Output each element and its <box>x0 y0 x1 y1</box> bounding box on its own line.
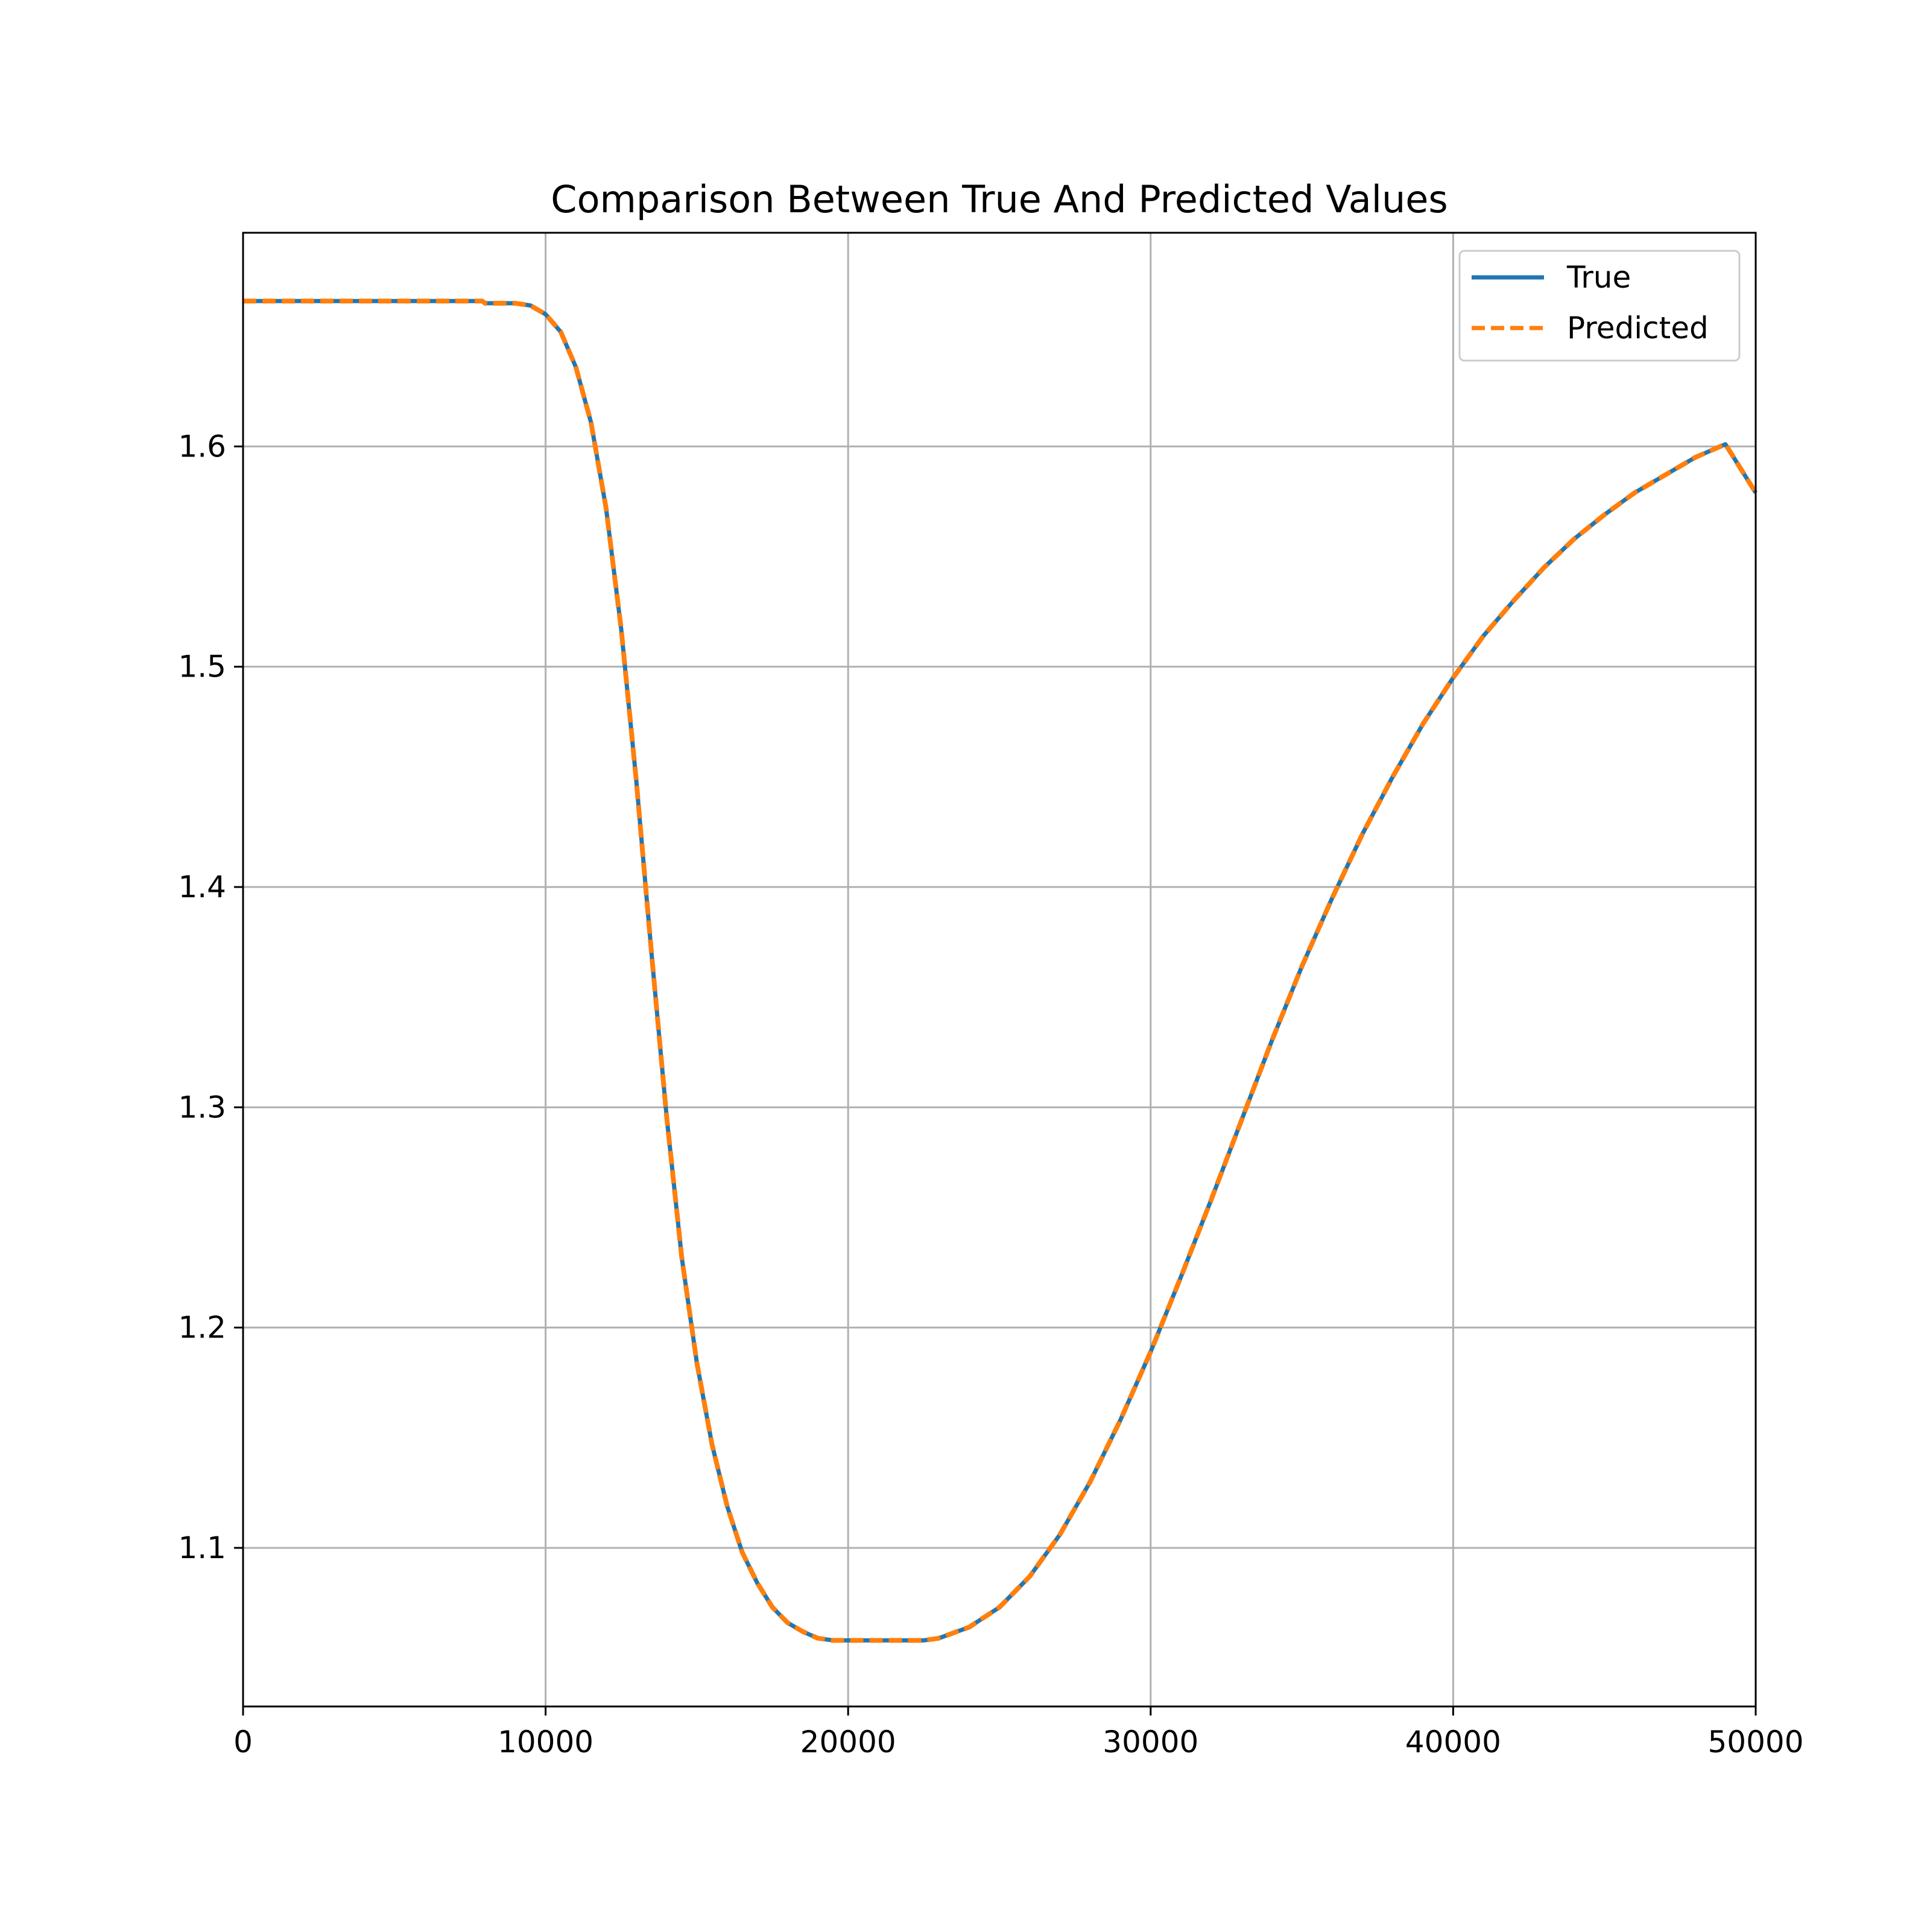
y-tick-label: 1.3 <box>178 1090 226 1125</box>
x-tick-label: 30000 <box>1103 1725 1198 1760</box>
y-tick-label: 1.1 <box>178 1530 226 1565</box>
y-tick-label: 1.2 <box>178 1310 226 1345</box>
x-tick-label: 10000 <box>498 1725 593 1760</box>
x-tick-label: 50000 <box>1707 1725 1803 1760</box>
y-tick-label: 1.5 <box>178 649 226 684</box>
y-tick-label: 1.6 <box>178 429 226 464</box>
x-tick-label: 0 <box>233 1725 253 1760</box>
y-tick-label: 1.4 <box>178 870 226 904</box>
x-tick-label: 20000 <box>800 1725 896 1760</box>
series-group <box>243 298 1758 1643</box>
axes-frame <box>242 232 1757 1708</box>
x-tick-label: 40000 <box>1405 1725 1501 1760</box>
legend-label-true: True <box>1566 260 1631 295</box>
ticks: 0 10000 20000 30000 40000 50000 1.1 1.2 1.3 1.4 1.… <box>178 429 1803 1760</box>
legend: True Predicted <box>1458 250 1741 362</box>
chart-title: Comparison Between True And Predicted Va… <box>551 177 1448 221</box>
grid <box>242 233 1757 1706</box>
legend-label-predicted: Predicted <box>1567 311 1709 346</box>
series-line-predicted <box>243 298 1758 1643</box>
